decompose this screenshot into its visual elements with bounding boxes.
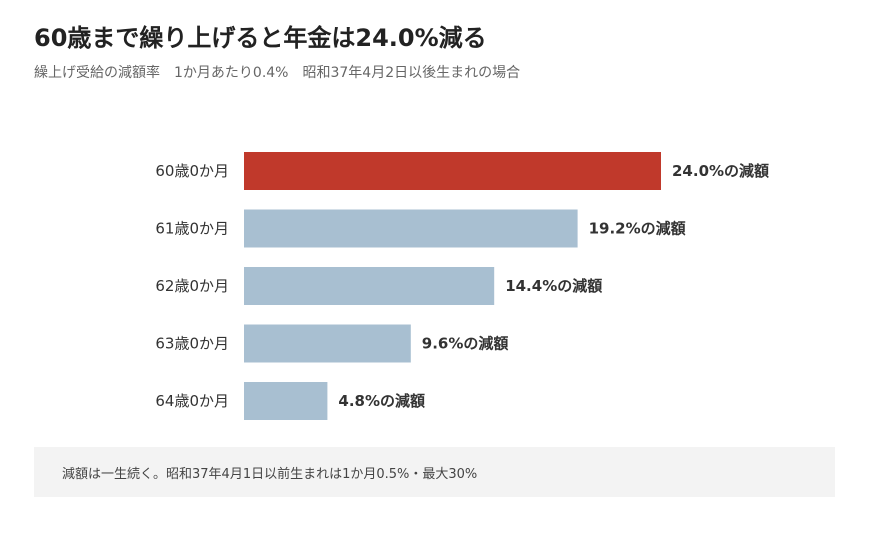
value-label: 9.6%の減額 [422,335,509,353]
footnote-text: 減額は一生続く。昭和37年4月1日以前生まれは1か月0.5%・最大30% [62,467,478,482]
chart-subtitle: 繰上げ受給の減額率 1か月あたり0.4% 昭和37年4月2日以後生まれの場合 [34,65,521,81]
bar [244,382,328,420]
bars-layer: 60歳0か月 24.0%の減額 61歳0か月 19.2%の減額 62歳0か月 14.4%の… [155,152,769,420]
value-label: 24.0%の減額 [672,162,769,180]
category-label: 64歳0か月 [155,392,229,410]
chart-title: 60歳まで繰り上げると年金は24.0%減る [34,24,487,52]
category-label: 62歳0か月 [155,277,229,295]
bar [244,209,578,248]
category-label: 60歳0か月 [155,162,229,180]
value-label: 19.2%の減額 [589,220,686,238]
value-label: 14.4%の減額 [505,277,602,295]
footnote-box: 減額は一生続く。昭和37年4月1日以前生まれは1か月0.5%・最大30% [34,447,835,497]
bar [244,152,661,190]
category-label: 63歳0か月 [155,335,229,353]
value-label: 4.8%の減額 [338,392,425,410]
bar [244,267,495,305]
bar [244,324,411,363]
category-label: 61歳0か月 [155,220,229,238]
